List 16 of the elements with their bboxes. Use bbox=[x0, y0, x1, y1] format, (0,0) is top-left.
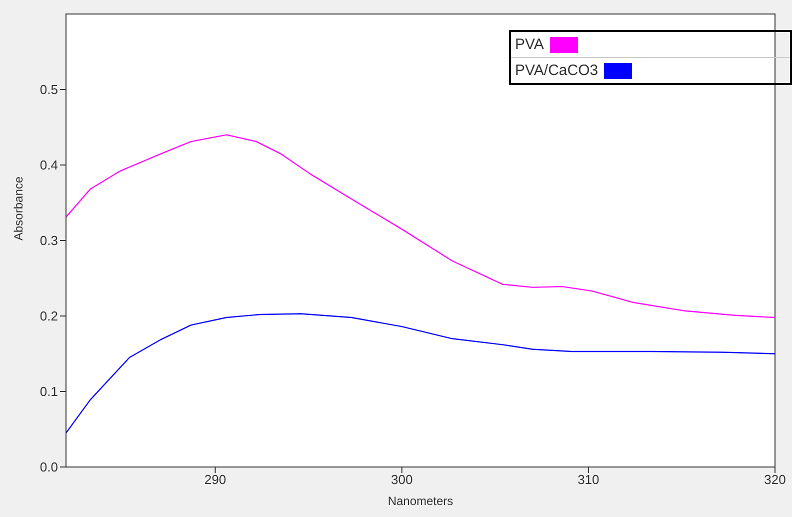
x-tick-label: 290 bbox=[204, 472, 226, 488]
x-tick-label: 310 bbox=[578, 472, 600, 488]
legend-label: PVA bbox=[515, 36, 544, 53]
x-tick-label: 320 bbox=[764, 472, 786, 488]
legend-label: PVA/CaCO3 bbox=[515, 62, 598, 79]
y-tick-label: 0.3 bbox=[40, 233, 58, 248]
y-tick-label: 0.1 bbox=[40, 384, 58, 400]
y-tick-label: 0.2 bbox=[40, 308, 58, 324]
line-series bbox=[66, 134, 775, 318]
line-series bbox=[66, 313, 775, 434]
y-tick-label: 0.5 bbox=[40, 82, 58, 98]
y-tick-label: 0.4 bbox=[40, 158, 58, 173]
y-tick-label: 0.0 bbox=[40, 460, 58, 475]
x-tick-label: 300 bbox=[390, 472, 413, 488]
x-axis-title: Nanometers bbox=[388, 494, 454, 508]
y-axis-title: Absorbance bbox=[11, 176, 26, 240]
